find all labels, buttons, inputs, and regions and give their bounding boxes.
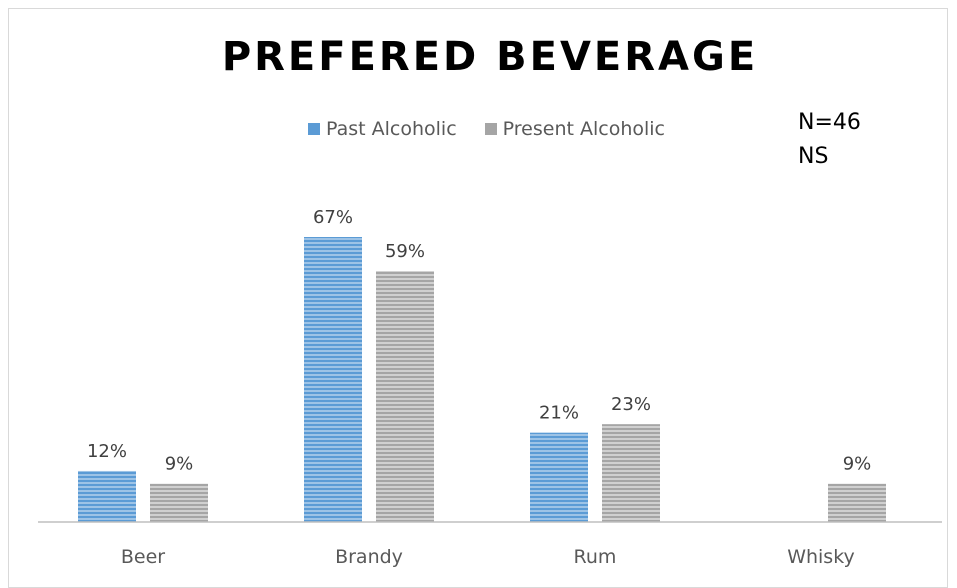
data-label-past-alcoholic-beer: 12% xyxy=(87,441,127,462)
legend-item-present: Present Alcoholic xyxy=(484,118,666,140)
data-label-past-alcoholic-brandy: 67% xyxy=(313,207,353,228)
chart-annotations: N=46 NS xyxy=(798,106,861,174)
legend-item-past: Past Alcoholic xyxy=(308,118,457,140)
chart-legend: Past Alcoholic Present Alcoholic xyxy=(308,118,693,140)
annotation-sample-size: N=46 xyxy=(798,110,861,135)
data-label-past-alcoholic-rum: 21% xyxy=(539,403,579,424)
legend-label-past: Past Alcoholic xyxy=(326,118,457,140)
chart-title: PREFERED BEVERAGE xyxy=(221,34,759,80)
bar-present-alcoholic-brandy xyxy=(376,271,434,522)
x-tick-label-brandy: Brandy xyxy=(335,546,403,568)
legend-swatch-past xyxy=(308,123,320,135)
bar-past-alcoholic-brandy xyxy=(304,237,362,522)
data-label-present-alcoholic-brandy: 59% xyxy=(385,241,425,262)
annotation-significance: NS xyxy=(798,144,829,169)
bar-present-alcoholic-beer xyxy=(150,483,208,522)
bar-present-alcoholic-rum xyxy=(602,424,660,522)
data-label-present-alcoholic-rum: 23% xyxy=(611,394,651,415)
bar-past-alcoholic-rum xyxy=(530,432,588,522)
x-tick-label-rum: Rum xyxy=(574,546,617,568)
legend-swatch-present xyxy=(484,123,497,135)
legend-label-present: Present Alcoholic xyxy=(502,118,666,140)
data-label-present-alcoholic-whisky: 9% xyxy=(843,454,872,475)
x-tick-label-beer: Beer xyxy=(121,546,165,568)
x-tick-label-whisky: Whisky xyxy=(787,546,855,568)
bar-present-alcoholic-whisky xyxy=(828,483,886,522)
data-label-present-alcoholic-beer: 9% xyxy=(165,454,194,475)
bar-past-alcoholic-beer xyxy=(78,470,136,522)
